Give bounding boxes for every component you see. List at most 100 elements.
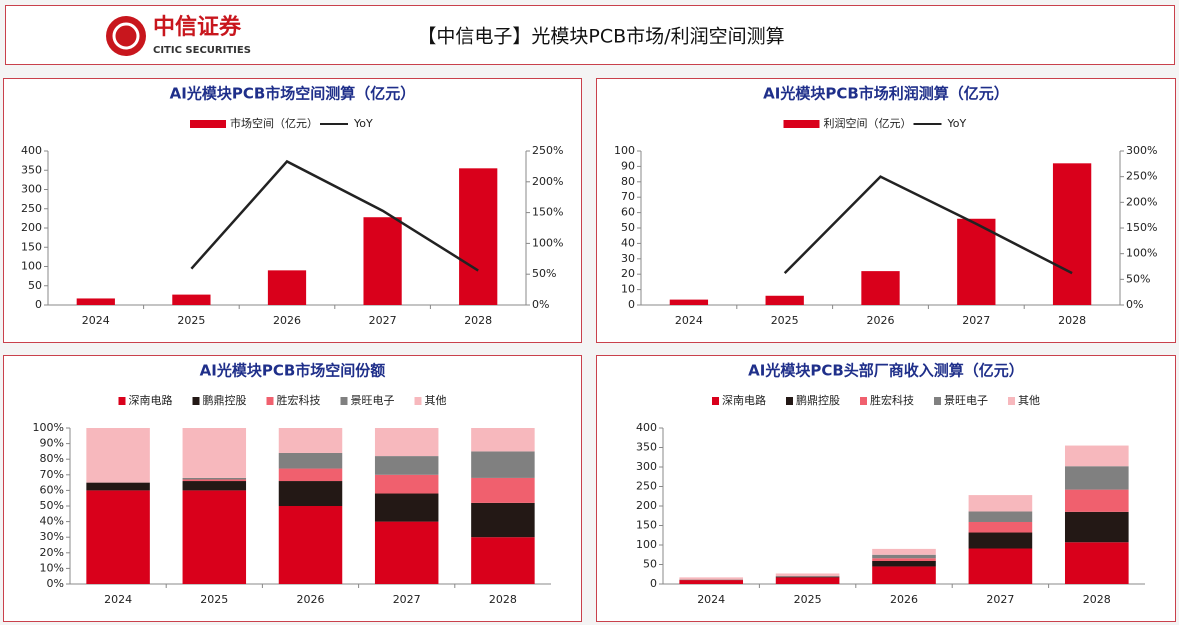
legend-label: 胜宏科技 [870, 393, 914, 407]
bar-segment [182, 479, 247, 482]
legend-label: 胜宏科技 [277, 393, 321, 407]
y-tick-label: 80% [40, 452, 64, 465]
y-tick-label: 200 [21, 221, 42, 234]
y-tick-label: 0 [650, 577, 657, 590]
bar-segment [374, 428, 439, 457]
legend-label: 深南电路 [129, 394, 173, 407]
bar-segment [471, 477, 535, 503]
y-tick-label: 100% [532, 236, 563, 249]
y-tick-label: 50% [532, 267, 556, 280]
y-tick-label: 30% [40, 530, 64, 543]
y-tick-label: 0 [35, 298, 42, 311]
bar-segment [1064, 489, 1129, 512]
bar-segment [775, 577, 840, 584]
y-tick-label: 200 [636, 499, 657, 512]
chart: AI光模块PCB市场利润测算（亿元） 利润空间（亿元） YoY 0 10 20 30 40 50… [614, 85, 1157, 328]
x-tick-label: 2024 [697, 593, 725, 606]
y-tick-label: 60 [621, 206, 635, 219]
y-tick-label: 150% [532, 206, 563, 219]
legend-swatch [934, 397, 941, 405]
y-tick-label: 0 [628, 298, 635, 311]
logo-subtitle: CITIC SECURITIES [153, 45, 251, 56]
y-tick-label: 400 [21, 144, 42, 157]
bar-segment [1064, 445, 1129, 467]
y-tick-label: 100 [614, 144, 635, 157]
bar [76, 298, 115, 305]
x-tick-label: 2024 [675, 314, 703, 327]
y-tick-label: 250% [532, 144, 563, 157]
y-tick-label: 40% [40, 515, 64, 528]
legend-label: 鹏鼎控股 [796, 393, 840, 407]
y-tick-label: 50% [1126, 272, 1150, 285]
chart: AI光模块PCB头部厂商收入测算（亿元） 深南电路 鹏鼎控股 胜宏科技 景旺电子 其他 0 5… [636, 362, 1145, 606]
bar-segment [374, 456, 439, 475]
y-tick-label: 50% [40, 499, 64, 512]
bar-segment [1064, 466, 1129, 490]
bar-segment [471, 537, 535, 584]
legend-swatch [712, 397, 719, 405]
legend-swatch [414, 397, 422, 405]
bar-segment [775, 573, 840, 577]
y-tick-label: 20% [40, 546, 64, 559]
y-tick-label: 350 [21, 163, 42, 176]
panel: AI光模块PCB头部厂商收入测算（亿元） 深南电路 鹏鼎控股 胜宏科技 景旺电子 其他 0 5… [596, 355, 1176, 622]
bar-segment [679, 577, 744, 580]
x-tick-label: 2025 [200, 593, 228, 606]
legend-label: 景旺电子 [351, 394, 395, 407]
y-tick-label: 100 [21, 260, 42, 273]
legend-swatch [266, 397, 274, 405]
legend-label: 市场空间（亿元） [230, 116, 318, 130]
bar [363, 217, 402, 305]
y-tick-label: 50 [643, 558, 657, 571]
y-tick-label: 40 [621, 236, 635, 249]
x-tick-label: 2028 [489, 593, 517, 606]
bar [957, 218, 996, 305]
bar-segment [1064, 511, 1129, 543]
y-tick-label: 400 [636, 421, 657, 434]
x-tick-label: 2024 [104, 593, 132, 606]
legend-label: 利润空间（亿元） [824, 116, 912, 130]
y-tick-label: 100 [636, 538, 657, 551]
bar-segment [872, 548, 936, 555]
line [190, 159, 479, 272]
y-tick-label: 250% [1126, 170, 1157, 183]
x-tick-label: 2025 [794, 593, 822, 606]
y-tick-label: 0% [47, 577, 64, 590]
bar-segment [86, 428, 150, 483]
x-tick-label: 2024 [82, 314, 110, 327]
legend-swatch [192, 397, 200, 405]
x-tick-label: 2027 [393, 593, 421, 606]
y-tick-label: 250 [21, 202, 42, 215]
y-tick-label: 20 [621, 267, 635, 280]
x-tick-label: 2026 [890, 593, 918, 606]
bar-segment [968, 521, 1033, 533]
y-tick-label: 150% [1126, 221, 1157, 234]
bar-segment [278, 481, 343, 506]
header-graphic: 中信证券 CITIC SECURITIES 【中信电子】光模块PCB市场/利润空… [106, 14, 785, 56]
chart-title: AI光模块PCB市场利润测算（亿元） [763, 85, 1009, 103]
x-tick-label: 2026 [297, 593, 325, 606]
y-tick-label: 150 [21, 240, 42, 253]
legend-swatch [786, 397, 793, 405]
bar-segment [872, 558, 936, 561]
legend-swatch [118, 397, 126, 405]
bar-segment [968, 495, 1033, 512]
bar-segment [278, 506, 343, 584]
bar-segment [278, 468, 343, 482]
y-tick-label: 90% [40, 437, 64, 450]
bar [267, 270, 307, 305]
y-tick-label: 10 [621, 283, 635, 296]
bar-segment [86, 490, 150, 584]
bar [669, 299, 709, 305]
legend-label: 景旺电子 [944, 394, 988, 407]
bar-segment [872, 566, 936, 584]
x-tick-label: 2028 [1083, 593, 1111, 606]
bar-segment [872, 554, 936, 559]
x-tick-label: 2026 [867, 314, 895, 327]
y-tick-label: 100% [1126, 247, 1157, 260]
legend-swatch [1008, 397, 1015, 405]
header: 中信证券 CITIC SECURITIES 【中信电子】光模块PCB市场/利润空… [5, 5, 1175, 65]
logo-name: 中信证券 [153, 14, 242, 40]
